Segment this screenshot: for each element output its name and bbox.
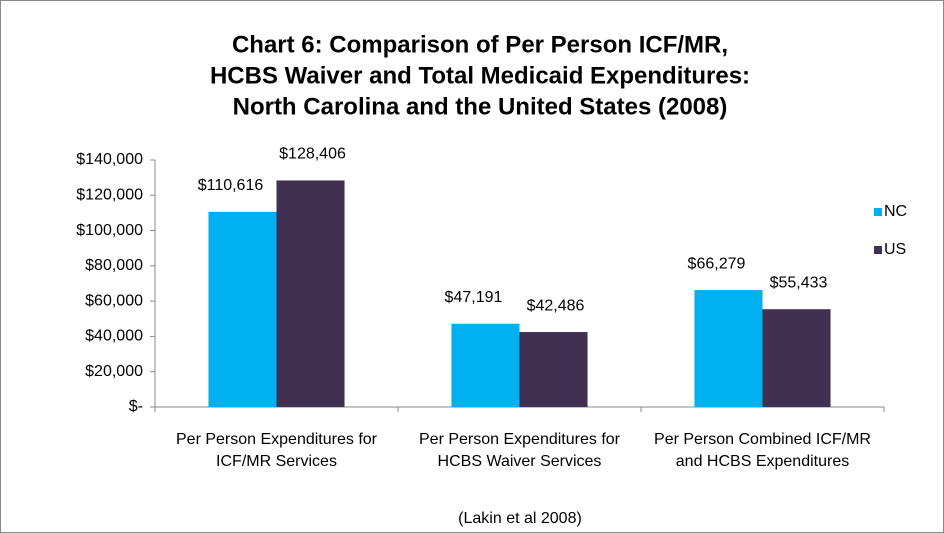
legend-label: NC xyxy=(884,203,907,220)
bar xyxy=(762,309,831,407)
y-tick-label: $140,000 xyxy=(76,151,143,168)
y-tick-label: $20,000 xyxy=(85,363,143,380)
bar xyxy=(276,180,345,407)
y-tick-label: $100,000 xyxy=(76,222,143,239)
bar xyxy=(451,323,520,407)
x-tick-label: Per Person Expenditures for HCBS Waiver S… xyxy=(419,431,621,470)
annotation: (Lakin et al 2008) xyxy=(458,510,582,527)
x-tick-label: Per Person Combined ICF/MR and HCBS Expen… xyxy=(654,431,871,470)
bar xyxy=(208,211,277,407)
legend-swatch xyxy=(874,208,882,216)
chart-title: HCBS Waiver and Total Medicaid Expenditu… xyxy=(210,62,750,89)
y-tick-label: $80,000 xyxy=(85,257,143,274)
legend-label: US xyxy=(884,241,906,258)
bar xyxy=(694,290,763,407)
y-tick-label: $120,000 xyxy=(76,187,143,204)
data-label: $55,433 xyxy=(770,274,828,291)
data-label: $128,406 xyxy=(279,146,346,163)
data-label: $42,486 xyxy=(527,297,585,314)
y-tick-label: $- xyxy=(129,398,143,415)
bar xyxy=(519,332,588,407)
chart-title: North Carolina and the United States (20… xyxy=(233,93,728,120)
y-tick-label: $40,000 xyxy=(85,328,143,345)
chart-title: Chart 6: Comparison of Per Person ICF/MR… xyxy=(232,31,728,58)
x-tick-label: Per Person Expenditures for ICF/MR Servic… xyxy=(176,431,378,470)
legend-swatch xyxy=(874,246,882,254)
data-label: $47,191 xyxy=(445,289,503,306)
data-label: $66,279 xyxy=(688,255,746,272)
data-label: $110,616 xyxy=(198,177,264,194)
y-tick-label: $60,000 xyxy=(85,292,143,309)
